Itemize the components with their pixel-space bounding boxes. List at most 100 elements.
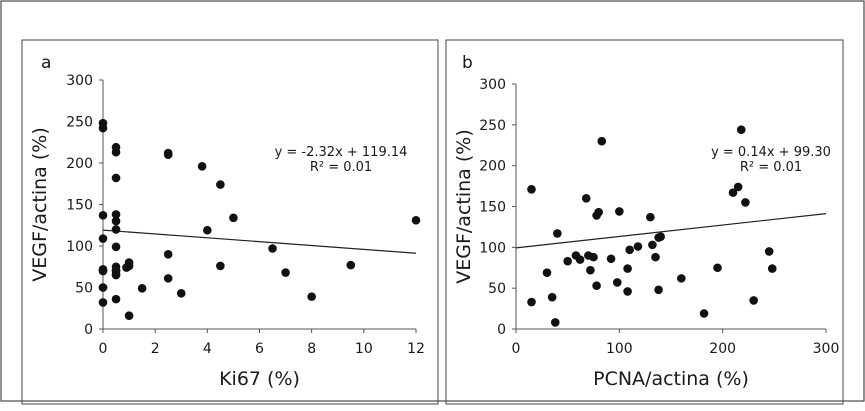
data-point [612, 278, 622, 287]
data-point [98, 266, 108, 276]
x-tick-label: 8 [307, 341, 316, 357]
data-point [633, 242, 643, 251]
data-point [111, 147, 121, 157]
data-point [563, 256, 572, 266]
data-point [623, 287, 632, 296]
data-point [736, 125, 746, 135]
data-point [111, 216, 121, 226]
data-point [581, 194, 591, 203]
data-point [713, 263, 722, 273]
x-tick-label: 2 [151, 341, 160, 357]
data-point [98, 283, 108, 292]
x-axis-title: PCNA/actina (%) [593, 368, 749, 390]
trendline-equation: y = -2.32x + 119.14 [275, 145, 408, 160]
data-point [111, 173, 121, 183]
x-tick-label: 4 [203, 341, 212, 357]
data-point [550, 318, 560, 327]
y-tick-label: 0 [84, 322, 93, 338]
data-point [767, 264, 777, 273]
y-tick-label: 150 [66, 198, 93, 214]
data-point [111, 294, 121, 304]
data-point [98, 234, 108, 243]
data-point [111, 270, 121, 280]
panel-b: 0 50 100 150 200 250 300 0 100 200 300 PCNA/actina … [453, 53, 839, 390]
y-tick-label: 200 [479, 159, 506, 175]
data-point [615, 207, 624, 216]
data-point [648, 240, 657, 250]
data-point [98, 210, 108, 220]
data-point [625, 245, 634, 255]
data-point [656, 232, 665, 242]
data-point [589, 252, 598, 262]
data-point [733, 182, 743, 192]
panel-a-frame [21, 39, 439, 405]
data-point [124, 311, 134, 321]
data-point [542, 268, 552, 277]
x-tick-label: 12 [407, 341, 425, 357]
data-point [216, 261, 225, 271]
y-tick-label: 0 [497, 322, 506, 338]
data-point [281, 268, 290, 277]
data-point [547, 292, 557, 302]
panel-a: 0 50 100 150 200 250 300 0 2 4 6 8 10 12 Ki67 (%) VEGF/… [29, 53, 425, 390]
data-point [137, 284, 147, 293]
y-tick-label: 300 [479, 77, 506, 93]
data-point [98, 123, 108, 133]
data-point [163, 274, 173, 283]
y-tick-label: 50 [75, 281, 93, 297]
data-point [268, 244, 277, 253]
x-tick-label: 6 [255, 341, 264, 357]
data-point [111, 210, 121, 219]
y-tick-label: 250 [66, 115, 93, 131]
data-point [597, 136, 607, 146]
x-tick-label: 10 [355, 341, 373, 357]
y-tick-label: 150 [479, 200, 506, 216]
x-tick-label: 100 [606, 341, 633, 357]
data-point [229, 213, 238, 223]
trendline-equation: y = 0.14x + 99.30 [711, 145, 831, 160]
trendline-r2: R² = 0.01 [310, 160, 372, 175]
data-point [163, 150, 173, 159]
y-tick-label: 50 [488, 281, 506, 297]
data-point [594, 207, 603, 217]
data-point [216, 180, 225, 189]
y-tick-label: 250 [479, 118, 506, 134]
data-point [606, 254, 616, 264]
data-point [111, 242, 121, 252]
trendline [102, 229, 417, 254]
data-point [163, 250, 173, 259]
data-point [98, 298, 108, 307]
y-axis-title: VEGF/actina (%) [453, 129, 475, 283]
data-point [346, 260, 356, 270]
data-point [623, 264, 632, 273]
y-tick-label: 100 [66, 239, 93, 255]
outer-frame [0, 0, 865, 402]
panel-label: b [462, 53, 473, 73]
data-point [575, 255, 585, 264]
data-point [307, 292, 316, 301]
y-tick-label: 300 [66, 73, 93, 89]
data-point [749, 296, 758, 305]
x-tick-label: 200 [709, 341, 736, 357]
data-point [111, 225, 121, 234]
x-tick-label: 0 [512, 341, 521, 357]
data-point [654, 285, 663, 295]
data-point [176, 289, 186, 298]
y-tick-label: 200 [66, 156, 93, 172]
x-axis-title: Ki67 (%) [219, 368, 300, 390]
y-axis-title: VEGF/actina (%) [29, 127, 51, 281]
data-point [203, 225, 212, 235]
trendline [515, 213, 827, 249]
data-point [124, 261, 134, 271]
data-point [699, 309, 709, 318]
data-point [411, 215, 421, 225]
data-point [646, 212, 655, 222]
panel-b-frame [445, 39, 844, 405]
trendline-r2: R² = 0.01 [740, 160, 802, 175]
data-point [592, 281, 601, 291]
data-point [741, 198, 750, 207]
data-point [553, 229, 562, 238]
data-point [651, 252, 660, 262]
